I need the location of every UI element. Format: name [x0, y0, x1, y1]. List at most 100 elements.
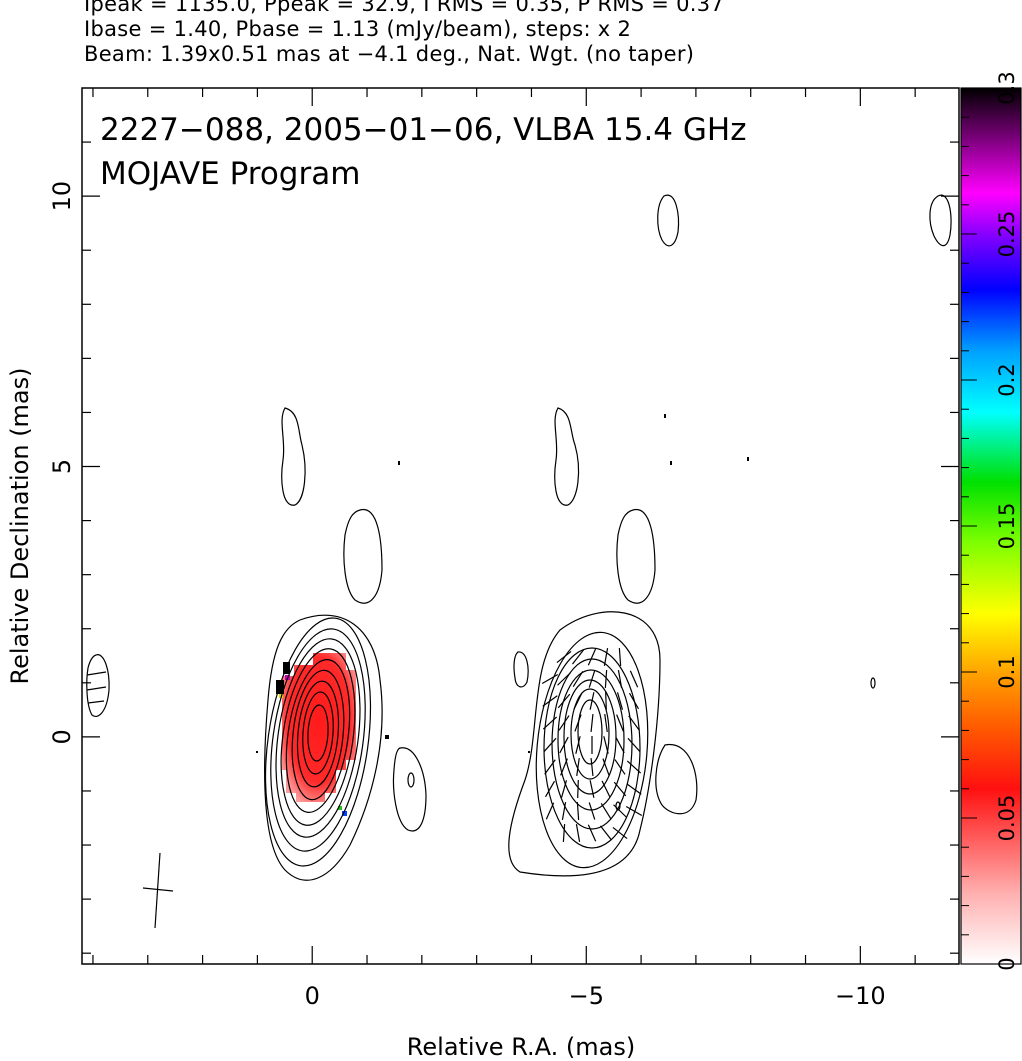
pol-edge-black-1 [276, 680, 284, 694]
blob-left-edge-hatch-1 [86, 671, 107, 676]
colorbar-tick-label: 0.05 [995, 795, 1019, 842]
right-intensity-contours [508, 194, 952, 877]
contour-r3 [543, 647, 641, 849]
header-line-3: Beam: 1.39x0.51 mas at −4.1 deg., Nat. W… [84, 42, 695, 66]
polarization-vector [587, 824, 597, 842]
colorbar-tick-label: 0.1 [995, 655, 1019, 688]
polarization-vector [613, 804, 627, 818]
colorbar-tick-labels: 0 0.05 0.1 0.15 0.2 0.25 0.3 [995, 71, 1019, 970]
contour-r4 [551, 658, 633, 830]
blob-r-upper-1 [554, 407, 580, 506]
polarization-vector [544, 759, 556, 775]
contour-l2 [264, 617, 372, 867]
blob-r-left-small [513, 651, 529, 688]
blob-top-right-2 [929, 194, 952, 247]
polarization-vector [604, 669, 608, 689]
polarization-vectors [541, 647, 643, 843]
polarization-vector [576, 758, 580, 776]
polarization-vector [545, 802, 555, 820]
contour-r2 [535, 631, 649, 869]
polarization-vector [574, 714, 582, 732]
blob-lower-right [392, 747, 427, 832]
noise-specks [256, 414, 749, 753]
y-tick-labels: 0 5 10 [48, 181, 76, 745]
plot-frame [81, 87, 960, 965]
header-line-1: Ipeak = 1135.0, Ppeak = 32.9, I RMS = 0.… [84, 0, 725, 16]
x-tick-labels: 0 −5 −10 [305, 982, 886, 1010]
polarization-vector [560, 758, 568, 776]
contour-r6 [563, 679, 617, 795]
polarization-vector [556, 650, 572, 664]
contour-l10 [307, 704, 329, 762]
polarization-vector [559, 736, 569, 754]
polarization-vector [575, 736, 581, 754]
beam-marker [142, 852, 174, 929]
contour-l4 [275, 638, 361, 838]
polarization-vector [590, 757, 594, 777]
pol-edge-green [338, 806, 342, 810]
axis-ticks [82, 88, 959, 964]
x-tick-label: −10 [835, 982, 886, 1010]
polarization-vector [587, 648, 597, 666]
header-line-2: Ibase = 1.40, Pbase = 1.13 (mJy/beam), s… [84, 17, 632, 41]
polarization-vector [602, 758, 610, 776]
polarization-vector [588, 802, 596, 820]
colorbar-ticks [961, 87, 977, 965]
polarization-vector [616, 692, 624, 710]
polarization-vector [626, 760, 642, 774]
polarization-vector [618, 647, 622, 667]
polarization-vector [573, 692, 583, 710]
polarization-vector [612, 826, 628, 840]
x-tick-label: −5 [569, 982, 604, 1010]
speck-3 [670, 461, 672, 465]
polarization-vector [613, 781, 627, 797]
beam-minor-axis [142, 887, 174, 892]
polarization-vector [603, 736, 609, 754]
polarization-vector [561, 802, 567, 820]
polarization-vector [599, 825, 613, 841]
polarization-vector [617, 670, 623, 688]
contour-outer-right [508, 611, 661, 877]
y-tick-label: 5 [48, 459, 76, 474]
colorbar-tick-label: 0.25 [995, 211, 1019, 258]
beam-major-axis [154, 852, 161, 929]
blob-left-edge-hatch-3 [87, 700, 105, 704]
polarization-vector [560, 780, 568, 798]
y-tick-label: 0 [48, 729, 76, 744]
contour-l3 [270, 628, 366, 852]
blob-lower-right-inner [407, 772, 415, 788]
polarization-vector [577, 779, 579, 799]
x-tick-label: 0 [305, 982, 320, 1010]
polarization-vector [627, 737, 641, 753]
polarization-vector [542, 695, 558, 707]
polarization-vector [588, 670, 596, 688]
contour-r7 [570, 688, 610, 780]
contour-l8 [296, 680, 340, 788]
polarization-vector [562, 823, 566, 843]
polarization-vector [557, 672, 571, 686]
polarization-vector [543, 737, 557, 753]
contour-l5 [280, 648, 356, 826]
colorbar-tick-label: 0.2 [995, 363, 1019, 396]
polarization-vector [542, 716, 558, 730]
contour-l9 [302, 691, 334, 775]
speck-5 [256, 751, 258, 753]
polarization-vector [590, 713, 594, 733]
polarization-vector [558, 715, 570, 731]
blob-left-edge-hatch-2 [86, 686, 107, 691]
polarization-vector [614, 759, 626, 775]
polarization-vector [628, 715, 640, 731]
blob-r-upper-2 [616, 509, 656, 604]
contour-l7 [291, 669, 345, 801]
pol-fraction-patch [282, 653, 356, 802]
x-axis-label: Relative R.A. (mas) [407, 1033, 635, 1061]
speck-1 [398, 461, 400, 465]
polarization-vector [572, 671, 584, 687]
contour-outer-left [264, 614, 383, 881]
y-tick-label: 10 [48, 181, 76, 212]
blob-left-edge [86, 654, 110, 717]
polarization-vector [605, 691, 607, 711]
y-axis-label: Relative Declination (mas) [6, 367, 34, 684]
speck-2 [664, 414, 666, 418]
